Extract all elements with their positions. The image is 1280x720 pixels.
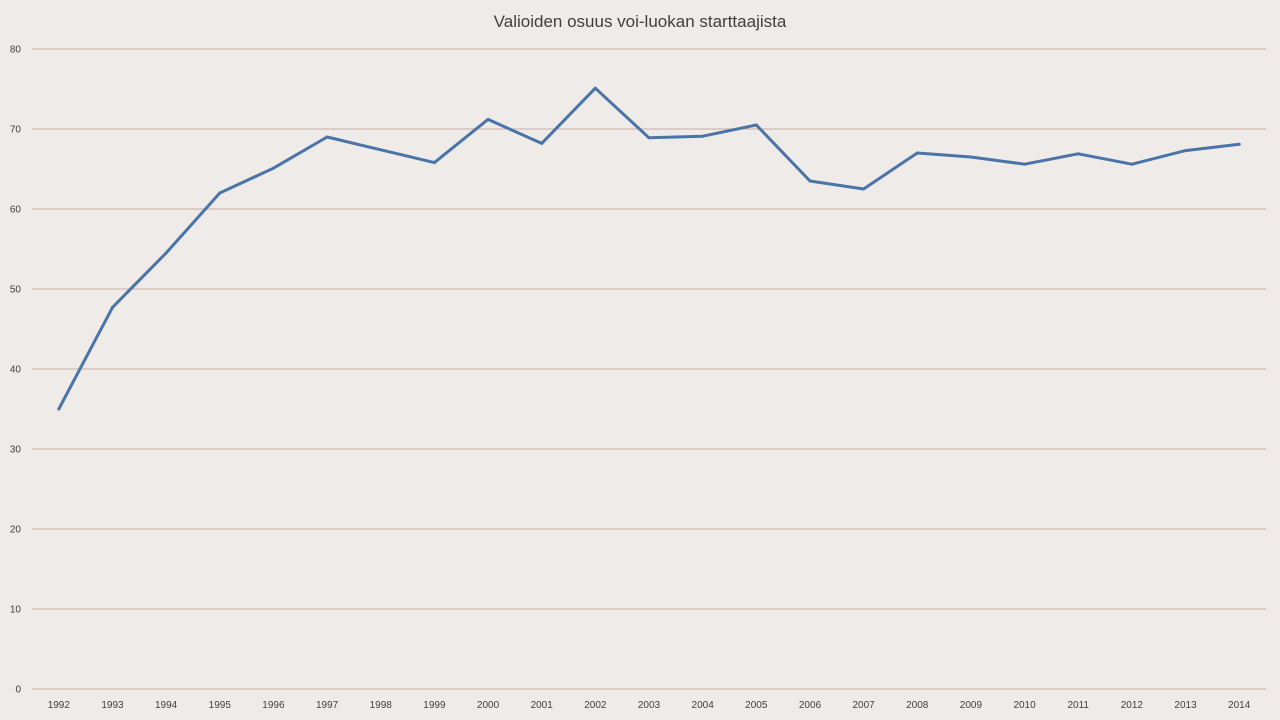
data-point [808,179,812,183]
data-point [969,155,973,159]
data-point [540,141,544,145]
data-point [271,166,275,170]
x-tick-label: 2009 [960,700,983,711]
x-tick-label: 1998 [370,700,393,711]
data-point [701,134,705,138]
data-point [1023,162,1027,166]
y-tick-label: 80 [10,45,22,56]
data-point [218,191,222,195]
data-point [164,251,168,255]
x-axis-tick-labels: 1992 1993 1994 1995 1996 1997 1998 1999 2000 2001… [48,700,1251,711]
x-tick-label: 1997 [316,700,339,711]
data-point [915,151,919,155]
y-tick-label: 60 [10,205,22,216]
x-tick-label: 1994 [155,700,178,711]
y-axis-tick-labels: 0 10 20 30 40 50 60 70 80 [10,45,22,696]
series-layer [57,86,1241,411]
y-tick-label: 70 [10,125,22,136]
x-tick-label: 1995 [209,700,232,711]
y-tick-label: 40 [10,365,22,376]
data-point [57,407,61,411]
data-point [754,123,758,127]
x-tick-label: 1993 [101,700,124,711]
x-tick-label: 2012 [1121,700,1144,711]
x-tick-label: 2006 [799,700,822,711]
x-tick-label: 2004 [692,700,715,711]
y-tick-label: 30 [10,445,22,456]
x-tick-label: 1992 [48,700,71,711]
data-point [593,86,597,90]
data-point [432,161,436,165]
data-point [1237,142,1241,146]
data-point [486,117,490,121]
x-tick-label: 2008 [906,700,929,711]
x-tick-label: 2002 [584,700,607,711]
y-tick-label: 50 [10,285,22,296]
x-tick-label: 2005 [745,700,768,711]
x-tick-label: 1996 [262,700,285,711]
x-tick-label: 2000 [477,700,500,711]
x-tick-label: 1999 [423,700,446,711]
x-tick-label: 2001 [531,700,554,711]
data-point [325,135,329,139]
y-tick-label: 0 [15,685,21,696]
data-point [379,148,383,152]
gridlines [32,48,1266,690]
data-point [1130,162,1134,166]
data-point [1184,149,1188,153]
y-tick-label: 10 [10,605,22,616]
y-tick-label: 20 [10,525,22,536]
x-tick-label: 2013 [1174,700,1197,711]
data-point [647,136,651,140]
x-tick-label: 2014 [1228,700,1251,711]
x-tick-label: 2003 [638,700,661,711]
x-tick-label: 2010 [1013,700,1036,711]
data-point [110,305,114,309]
x-tick-label: 2007 [852,700,875,711]
x-tick-label: 2011 [1067,700,1089,711]
data-point [1076,152,1080,156]
data-point [862,187,866,191]
chart-title: Valioiden osuus voi-luokan starttaajista [494,12,787,31]
